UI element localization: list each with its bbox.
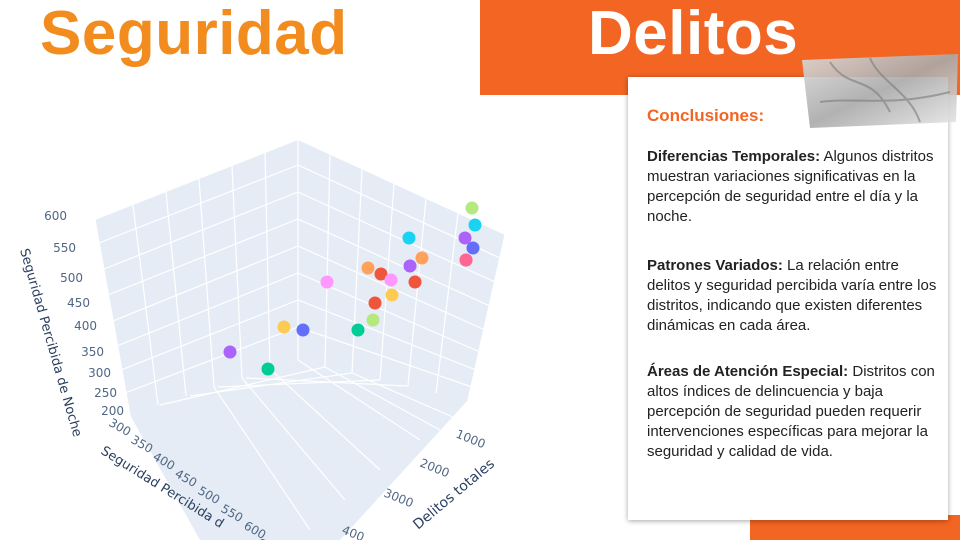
y-tick: 300: [107, 415, 134, 439]
scatter-point[interactable]: [403, 259, 417, 273]
conclusion-item-temporal: Diferencias Temporales: Algunos distrito…: [647, 147, 937, 227]
conclusions-heading: Conclusiones:: [647, 106, 765, 125]
scatter-point[interactable]: [261, 362, 275, 376]
scatter-point[interactable]: [385, 288, 399, 302]
scatter-point[interactable]: [277, 320, 291, 334]
conclusion-label: Diferencias Temporales:: [647, 148, 821, 165]
scatter-3d-plot[interactable]: 600 550 500 450 400 350 300 250 200 Segu…: [0, 90, 620, 540]
conclusion-item-patterns: Patrones Variados: La relación entre del…: [647, 256, 937, 336]
data-points: [223, 201, 482, 376]
scatter-point[interactable]: [368, 296, 382, 310]
z-tick: 300: [88, 366, 111, 380]
scatter-point[interactable]: [361, 261, 375, 275]
conclusions-card: [628, 77, 948, 520]
conclusion-text: Distritos con altos índices de delincuen…: [647, 363, 935, 460]
z-tick: 500: [60, 271, 83, 285]
scatter-point[interactable]: [366, 313, 380, 327]
x-tick: 400: [340, 523, 366, 540]
scatter-point[interactable]: [466, 241, 480, 255]
z-tick: 350: [81, 345, 104, 359]
conclusion-item-attention: Áreas de Atención Especial: Distritos co…: [647, 362, 937, 462]
slide-title-left: Seguridad: [40, 0, 348, 68]
scatter-point[interactable]: [458, 231, 472, 245]
scatter-point[interactable]: [408, 275, 422, 289]
slide-title-right: Delitos: [588, 0, 799, 68]
scatter-point[interactable]: [415, 251, 429, 265]
scatter-point[interactable]: [320, 275, 334, 289]
scatter-point[interactable]: [374, 267, 388, 281]
scatter-point[interactable]: [468, 218, 482, 232]
scatter-point[interactable]: [465, 201, 479, 215]
x-tick: 2000: [418, 456, 452, 480]
z-axis-ticks: 600 550 500 450 400 350 300 250 200: [44, 209, 124, 418]
z-tick: 600: [44, 209, 67, 223]
conclusion-text: Algunos distritos muestran variaciones s…: [647, 148, 934, 225]
x-tick: 1000: [454, 427, 488, 451]
scatter-point[interactable]: [384, 273, 398, 287]
plot-gridlines: [94, 140, 506, 531]
conclusion-label: Patrones Variados:: [647, 257, 783, 274]
z-tick: 200: [101, 404, 124, 418]
conclusion-text: La relación entre delitos y seguridad pe…: [647, 257, 937, 334]
conclusion-label: Áreas de Atención Especial:: [647, 363, 849, 380]
x-tick: 3000: [382, 486, 416, 510]
tape-decoration: [802, 54, 958, 128]
z-tick: 450: [67, 296, 90, 310]
z-tick: 400: [74, 319, 97, 333]
z-tick: 250: [94, 386, 117, 400]
scatter-point[interactable]: [223, 345, 237, 359]
scatter-point[interactable]: [459, 253, 473, 267]
scatter-point[interactable]: [351, 323, 365, 337]
scatter-point[interactable]: [296, 323, 310, 337]
scatter-point[interactable]: [402, 231, 416, 245]
z-tick: 550: [53, 241, 76, 255]
